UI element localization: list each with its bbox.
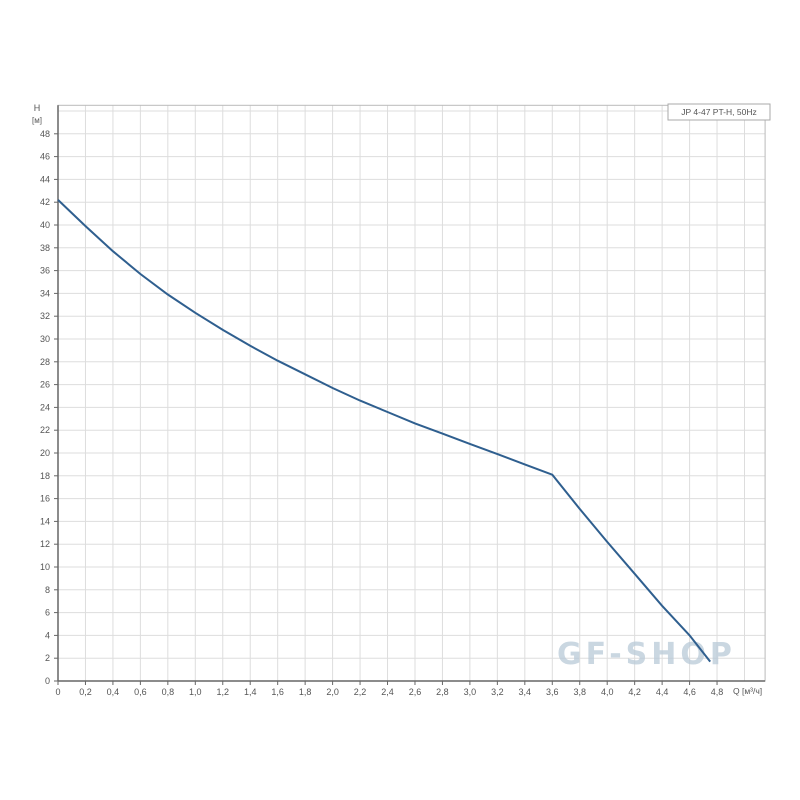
series-line	[57, 199, 711, 663]
x-tick-label: 4,0	[601, 687, 614, 697]
x-tick-label: 0,4	[107, 687, 120, 697]
y-tick-label: 20	[40, 448, 50, 458]
y-tick-label: 38	[40, 243, 50, 253]
y-tick-label: 16	[40, 494, 50, 504]
y-tick-label: 34	[40, 288, 50, 298]
y-tick-label: 14	[40, 516, 50, 526]
y-tick-label: 24	[40, 402, 50, 412]
x-tick-label: 2,2	[354, 687, 367, 697]
x-tick-label: 3,6	[546, 687, 559, 697]
legend: JP 4-47 PT-H, 50Hz	[667, 103, 771, 121]
x-tick-label: 1,0	[189, 687, 202, 697]
x-tick-label: 3,0	[464, 687, 477, 697]
x-tick-label: 0	[55, 687, 60, 697]
x-tick-label: 0,8	[162, 687, 175, 697]
x-tick-label: 0,6	[134, 687, 147, 697]
y-tick-label: 6	[45, 608, 50, 618]
grid	[58, 105, 766, 681]
tick-labels: 0 0,2 0,4 0,6 0,8 1,0 1,2 1,4 1,6 1,8 2,0 2,2 2,4 2,6…	[40, 129, 723, 697]
y-tick-label: 42	[40, 197, 50, 207]
x-tick-label: 4,8	[711, 687, 724, 697]
y-tick-label: 8	[45, 585, 50, 595]
legend-label: JP 4-47 PT-H, 50Hz	[681, 107, 756, 117]
y-tick-label: 22	[40, 425, 50, 435]
x-tick-label: 1,4	[244, 687, 257, 697]
x-tick-label: 3,2	[491, 687, 504, 697]
plot-frame	[57, 104, 766, 682]
y-axis-label: H	[34, 103, 41, 113]
x-tick-label: 4,4	[656, 687, 669, 697]
x-tick-label: 0,2	[79, 687, 92, 697]
y-tick-label: 26	[40, 380, 50, 390]
y-tick-label: 48	[40, 129, 50, 139]
x-tick-label: 2,6	[409, 687, 422, 697]
y-tick-label: 36	[40, 266, 50, 276]
x-tick-label: 2,8	[436, 687, 449, 697]
x-tick-label: 1,2	[217, 687, 230, 697]
y-tick-label: 2	[45, 653, 50, 663]
x-tick-label: 3,4	[519, 687, 532, 697]
x-tick-label: 1,6	[271, 687, 284, 697]
y-tick-label: 40	[40, 220, 50, 230]
x-tick-label: 4,6	[683, 687, 696, 697]
x-tick-label: 3,8	[573, 687, 586, 697]
x-tick-label: 1,8	[299, 687, 312, 697]
y-tick-label: 12	[40, 539, 50, 549]
y-tick-label: 0	[45, 676, 50, 686]
y-tick-label: 4	[45, 630, 50, 640]
y-tick-label: 30	[40, 334, 50, 344]
x-axis-label: Q [м³/ч]	[733, 686, 762, 696]
x-tick-label: 4,2	[628, 687, 641, 697]
y-tick-label: 18	[40, 471, 50, 481]
y-tick-label: 28	[40, 357, 50, 367]
y-tick-label: 44	[40, 174, 50, 184]
axes	[54, 104, 766, 685]
y-tick-label: 10	[40, 562, 50, 572]
x-tick-label: 2,0	[326, 687, 339, 697]
x-tick-label: 2,4	[381, 687, 394, 697]
y-tick-label: 32	[40, 311, 50, 321]
watermark: GF-SHOP	[557, 637, 736, 672]
y-tick-label: 46	[40, 152, 50, 162]
y-axis-unit: [м]	[32, 116, 42, 125]
